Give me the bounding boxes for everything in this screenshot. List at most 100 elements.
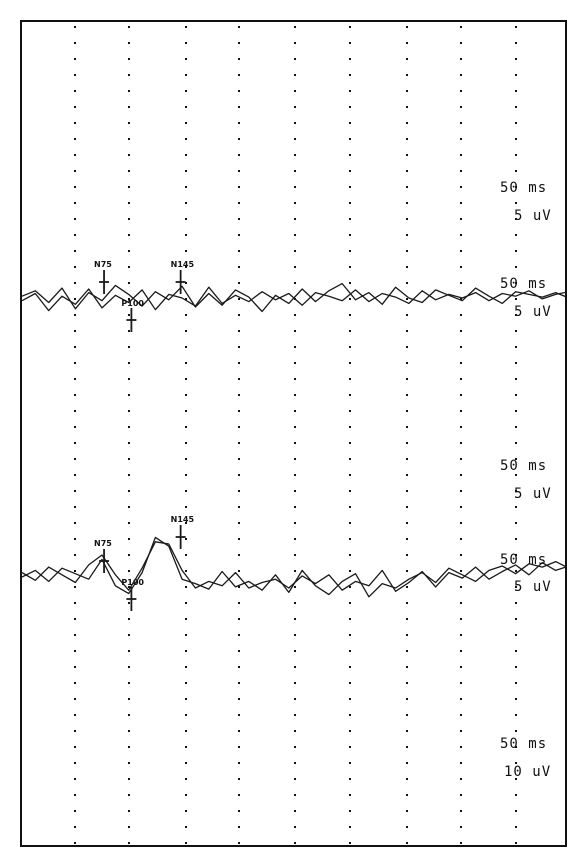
grid-dot <box>460 506 462 508</box>
peak-label: N145 <box>171 515 195 524</box>
grid-dot <box>406 586 408 588</box>
grid-dot <box>185 154 187 156</box>
grid-dot <box>185 170 187 172</box>
grid-dot <box>406 778 408 780</box>
grid-dot <box>128 42 130 44</box>
grid-dot <box>515 586 517 588</box>
grid-dot <box>238 186 240 188</box>
grid-dot <box>515 826 517 828</box>
grid-dot <box>460 234 462 236</box>
grid-dot <box>238 154 240 156</box>
grid-dot <box>185 794 187 796</box>
grid-dot <box>238 26 240 28</box>
grid-dot <box>515 266 517 268</box>
grid-dot <box>349 570 351 572</box>
grid-dot <box>238 394 240 396</box>
grid-dot <box>185 74 187 76</box>
grid-dot <box>349 746 351 748</box>
grid-dot <box>460 74 462 76</box>
grid-dot <box>460 746 462 748</box>
grid-dot <box>406 138 408 140</box>
grid-dot <box>406 170 408 172</box>
grid-dot <box>294 490 296 492</box>
grid-dot <box>238 602 240 604</box>
grid-dot <box>185 378 187 380</box>
grid-dot <box>294 746 296 748</box>
grid-dot <box>406 746 408 748</box>
grid-dot <box>515 122 517 124</box>
grid-dot <box>185 650 187 652</box>
grid-dot <box>128 74 130 76</box>
grid-dot <box>74 586 76 588</box>
upper-trace-2 <box>22 286 565 312</box>
grid-dot <box>74 618 76 620</box>
grid-dot <box>128 522 130 524</box>
grid-dot <box>294 250 296 252</box>
grid-dot <box>515 234 517 236</box>
grid-dot <box>294 570 296 572</box>
grid-dot <box>128 458 130 460</box>
grid-dot <box>515 810 517 812</box>
grid-dot <box>460 218 462 220</box>
grid-dot <box>460 634 462 636</box>
grid-dot <box>294 650 296 652</box>
grid-dot <box>460 378 462 380</box>
grid-dot <box>74 650 76 652</box>
grid-dot <box>74 426 76 428</box>
grid-dot <box>294 538 296 540</box>
grid-dot <box>515 282 517 284</box>
grid-dot <box>349 234 351 236</box>
grid-dot <box>294 394 296 396</box>
grid-dot <box>515 106 517 108</box>
grid-dot <box>460 570 462 572</box>
grid-dot <box>406 650 408 652</box>
grid-dot <box>294 362 296 364</box>
grid-dot <box>406 634 408 636</box>
grid-dot <box>238 666 240 668</box>
grid-dot <box>74 186 76 188</box>
grid-dot <box>515 186 517 188</box>
grid-dot <box>349 522 351 524</box>
grid-dot <box>515 250 517 252</box>
grid-dot <box>185 58 187 60</box>
grid-dot <box>460 202 462 204</box>
grid-dot <box>460 698 462 700</box>
grid-dot <box>238 442 240 444</box>
grid-dot <box>460 650 462 652</box>
grid-dot <box>406 362 408 364</box>
grid-dot <box>238 346 240 348</box>
grid-dot <box>238 538 240 540</box>
lower-peak-p100: P100 <box>121 578 144 611</box>
grid-dot <box>349 410 351 412</box>
grid-dot <box>406 394 408 396</box>
grid-dot <box>294 426 296 428</box>
grid-dot <box>349 394 351 396</box>
grid-dot <box>294 762 296 764</box>
grid-dot <box>238 618 240 620</box>
grid-dot <box>74 266 76 268</box>
grid-dot <box>515 714 517 716</box>
grid-dot <box>128 202 130 204</box>
grid-dot <box>406 410 408 412</box>
bottom-scale-label: 10 uV <box>504 764 552 780</box>
grid-dot <box>460 410 462 412</box>
grid-dot <box>185 538 187 540</box>
grid-dot <box>406 26 408 28</box>
upper-scale-label: 50 ms <box>500 180 548 196</box>
grid-dot <box>294 682 296 684</box>
grid-dot <box>349 314 351 316</box>
grid-dot <box>238 138 240 140</box>
grid-dot <box>349 442 351 444</box>
grid-dot <box>74 794 76 796</box>
grid-dot <box>128 762 130 764</box>
grid-dot <box>128 810 130 812</box>
grid-dot <box>238 234 240 236</box>
grid-dot <box>515 394 517 396</box>
grid-dot <box>74 298 76 300</box>
grid-dot <box>185 826 187 828</box>
grid-dot <box>185 314 187 316</box>
grid-dot <box>74 234 76 236</box>
grid-dot <box>460 618 462 620</box>
grid-dot <box>406 602 408 604</box>
grid-dot <box>128 538 130 540</box>
